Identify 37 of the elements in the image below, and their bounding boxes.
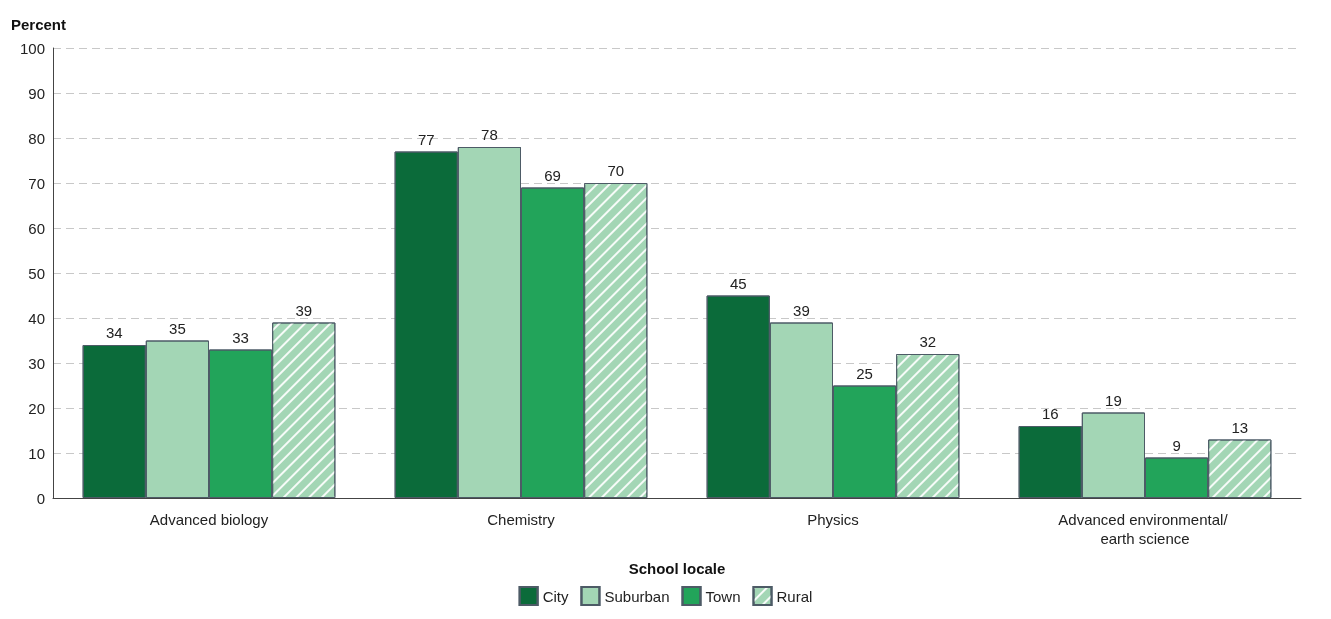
y-tick-label: 100 — [19, 39, 45, 57]
data-label: 25 — [856, 364, 873, 382]
data-label: 39 — [295, 301, 313, 319]
legend-label: Suburban — [604, 587, 670, 605]
data-label: 19 — [1105, 391, 1122, 409]
legend-label: City — [542, 587, 569, 605]
data-label: 77 — [417, 130, 435, 148]
legend-label: Rural — [776, 587, 813, 605]
y-axis-title: Percent — [11, 16, 67, 33]
x-tick-label: Advanced biology — [149, 511, 269, 528]
data-label: 32 — [919, 333, 937, 350]
y-tick-label: 50 — [28, 264, 45, 282]
data-label: 78 — [481, 126, 498, 143]
y-tick-label: 70 — [28, 174, 45, 192]
y-tick-label: 20 — [28, 399, 45, 417]
data-label: 34 — [105, 324, 123, 341]
y-tick-label: 0 — [36, 489, 45, 507]
y-tick-label: 60 — [28, 219, 45, 237]
data-label: 45 — [729, 274, 747, 292]
y-tick-label: 30 — [28, 354, 45, 372]
x-tick-label: Chemistry — [487, 511, 556, 528]
y-tick-label: 90 — [28, 84, 45, 102]
x-tick-label: Advanced environmental/ earth science — [1058, 511, 1232, 547]
y-tick-label: 10 — [28, 444, 45, 462]
data-label: 16 — [1041, 405, 1059, 422]
legend-label: Town — [705, 587, 741, 605]
x-axis-title: School locale — [628, 560, 726, 577]
y-tick-label: 80 — [28, 129, 45, 147]
data-label: 70 — [607, 162, 625, 179]
data-label: 33 — [232, 328, 249, 346]
y-tick-label: 40 — [28, 309, 45, 327]
data-label: 9 — [1172, 436, 1181, 454]
data-label: 39 — [793, 301, 810, 319]
data-label: 13 — [1231, 418, 1249, 436]
data-label: 69 — [544, 166, 561, 184]
x-tick-label: Physics — [807, 511, 859, 528]
data-label: 35 — [169, 319, 186, 337]
